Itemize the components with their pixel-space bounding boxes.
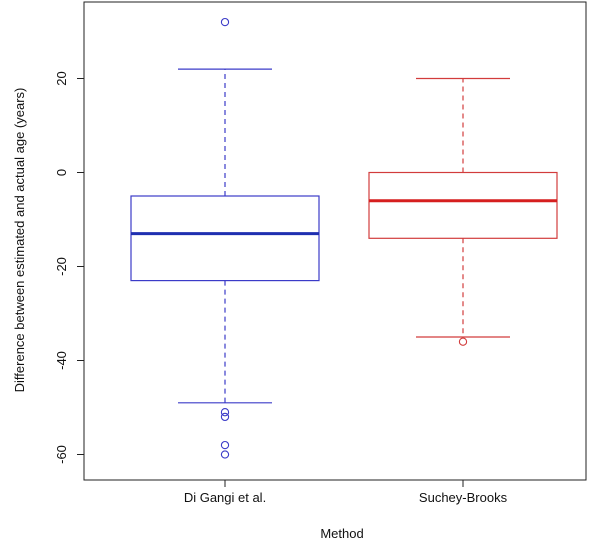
y-axis: -60 -40 -20 0 20 <box>54 71 84 464</box>
outlier-point <box>220 408 230 417</box>
y-tick-label: 20 <box>54 71 69 85</box>
box <box>368 171 558 239</box>
plot-frame <box>83 1 587 481</box>
box-group <box>130 17 320 459</box>
y-tick-label: -60 <box>54 445 69 464</box>
outlier-point <box>220 17 230 27</box>
y-axis-label: Difference between estimated and actual … <box>12 88 27 393</box>
chart-marks <box>130 17 558 459</box>
box-group <box>368 77 558 346</box>
x-tick-label: Suchey-Brooks <box>419 490 508 505</box>
box <box>130 195 320 282</box>
x-axis: Di Gangi et al. Suchey-Brooks <box>184 480 508 505</box>
outlier-point <box>220 440 230 450</box>
outlier-point <box>220 450 230 459</box>
y-tick-label: -20 <box>54 257 69 276</box>
y-tick-label: 0 <box>54 169 69 176</box>
x-tick-label: Di Gangi et al. <box>184 490 266 505</box>
outlier-point <box>458 337 468 346</box>
outlier-point <box>220 412 230 422</box>
x-axis-label: Method <box>320 526 363 541</box>
y-tick-label: -40 <box>54 351 69 370</box>
